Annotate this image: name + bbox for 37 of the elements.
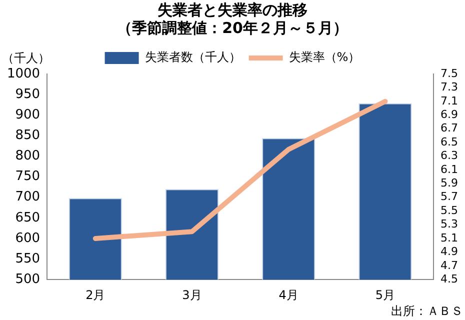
y-tick-label: 700 (15, 190, 40, 205)
x-tick-label: 4月 (278, 288, 298, 302)
y2-tick-label: 5.1 (440, 231, 458, 244)
y2-tick-label: 6.3 (440, 149, 458, 162)
legend-label: 失業率（%） (288, 50, 360, 64)
y2-tick-label: 7.5 (440, 66, 458, 80)
y-tick-label: 850 (15, 128, 40, 144)
y2-tick-label: 6.1 (440, 162, 458, 176)
y-tick-label: 1000 (6, 66, 40, 82)
y2-tick-label: 7.1 (440, 94, 458, 108)
y2-tick-label: 5.3 (440, 218, 458, 231)
y2-tick-label: 4.5 (440, 272, 458, 286)
y-tick-label: 750 (15, 169, 40, 184)
y-tick-label: 900 (15, 107, 40, 122)
y2-tick-label: 6.5 (440, 135, 458, 148)
y-tick-label: 600 (15, 230, 40, 246)
x-tick-label: 3月 (182, 288, 202, 302)
y2-tick-label: 5.9 (440, 176, 458, 190)
y2-tick-label: 6.7 (440, 122, 458, 135)
y-axis-title: （千人） (2, 51, 50, 66)
y2-tick-label: 5.7 (440, 190, 458, 204)
y2-tick-label: 4.9 (440, 245, 458, 258)
y-tick-label: 800 (15, 148, 40, 164)
y-tick-label: 650 (15, 210, 40, 226)
x-tick-label: 2月 (86, 288, 106, 302)
y2-tick-label: 6.9 (440, 108, 458, 121)
y2-tick-label: 5.5 (440, 204, 458, 217)
y2-tick-label: 4.7 (440, 258, 458, 272)
y-tick-label: 500 (15, 272, 40, 287)
y2-tick-label: 7.3 (440, 80, 458, 94)
chart-title: 失業者と失業率の推移 (158, 0, 308, 19)
y-tick-label: 550 (15, 251, 40, 266)
chart-subtitle: （季節調整値：20年２月～５月） (117, 18, 348, 37)
legend-label: 失業者数（千人） (144, 50, 241, 64)
text: 出所：ＡＢＳ (391, 304, 463, 318)
x-tick-label: 5月 (375, 288, 396, 302)
y-tick-label: 950 (15, 86, 40, 102)
